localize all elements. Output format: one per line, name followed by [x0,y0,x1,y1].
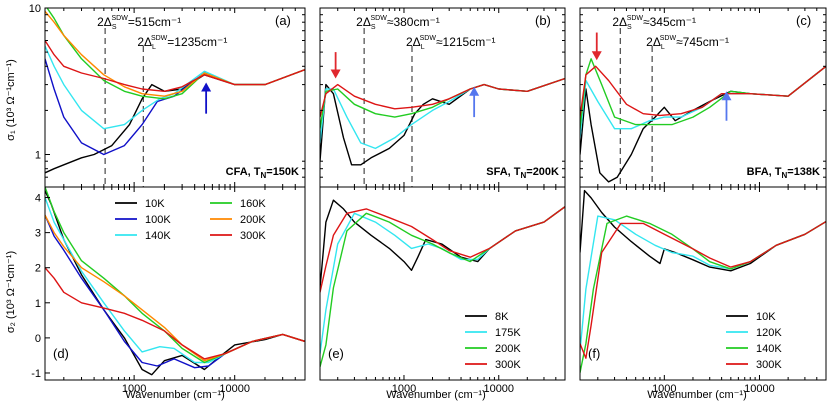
legend-label-f-120K: 120K [756,327,782,339]
panel-c: 2ΔSSDW≈345cm⁻¹ 2ΔLSDW≈745cm⁻¹ BFA, TN=138K… [580,8,827,188]
frame-f [579,186,827,381]
legend-label-e-200K: 200K [495,343,521,355]
gap-label-c-2: 2ΔLSDW≈745cm⁻¹ [646,35,729,51]
panel-letter-d: (d) [53,346,69,361]
series-c-120K [580,65,826,138]
gap-label-b-1: 2ΔSSDW≈380cm⁻¹ [356,15,440,31]
xtick-label-d-1000: 1000 [122,383,146,395]
xtick-label-f-10000: 10000 [744,383,775,395]
panel-a: 2ΔSSDW=515cm⁻¹ 2ΔLSDW=1235cm⁻¹ CFA, TN=150… [29,3,306,188]
series-b-200K [320,77,565,129]
panel-letter-e: (e) [328,346,344,361]
x-axis-label-middle: Wavenumber (cm⁻¹) [386,389,486,401]
series-e-200K [320,206,565,367]
legend-label-d-200K: 200K [240,214,266,226]
ytick-label-d-1: 1 [35,298,41,310]
legend-f: 10K 120K 140K 300K [726,311,782,371]
series-f-300K [580,221,826,359]
xtick-label-f-1000: 1000 [652,383,676,395]
panel-e: (e) 1000 10000 8K 175K 200K 300K [320,187,566,395]
panels-layer: 2ΔSSDW=515cm⁻¹ 2ΔLSDW=1235cm⁻¹ CFA, TN=150… [29,3,827,395]
panel-f: (f) 1000 10000 10K 120K 140K 300K [580,187,827,395]
series-d-300K [45,267,305,360]
legend-label-f-140K: 140K [756,343,782,355]
legend-label-d-160K: 160K [240,198,266,210]
frame-d [44,186,306,381]
x-axis-label-right: Wavenumber (cm⁻¹) [647,389,747,401]
panel-letter-f: (f) [588,346,600,361]
ytick-label-d-4: 4 [35,193,41,205]
legend-label-d-140K: 140K [145,230,171,242]
frames-layer [44,7,827,381]
legend-label-d-300K: 300K [240,230,266,242]
y-axis-label-top: σ₁ (10³ Ω⁻¹cm⁻¹) [5,59,17,141]
panel-b: 2ΔSSDW≈380cm⁻¹ 2ΔLSDW≈1215cm⁻¹ SFA, TN=200… [320,8,566,188]
ytick-label-a-1: 1 [35,149,41,161]
panel-letter-a: (a) [275,13,291,28]
series-c-140K [580,58,826,129]
legend-d: 10K 100K 140K 160K 200K 300K [115,198,266,242]
ytick-label-d-3: 3 [35,228,41,240]
series-a-300K [45,40,305,92]
series-e-175K [320,206,565,354]
ytick-label-d-0: 0 [35,333,41,345]
xtick-label-d-10000: 10000 [219,383,250,395]
legend-label-f-10K: 10K [756,311,776,323]
ytick-label-a-10: 10 [29,3,41,15]
y-axis-label-bottom: σ₂ (10³ Ω⁻¹cm⁻¹) [5,251,17,333]
gap-label-c-1: 2ΔSSDW≈345cm⁻¹ [612,15,696,31]
ytick-label-d-2: 2 [35,263,41,275]
frame-e [319,186,566,381]
sample-label-a: CFA, TN=150K [226,166,299,180]
arrow-c-2 [721,91,732,121]
ytick-label-d--1: -1 [31,368,41,380]
legend-e: 8K 175K 200K 300K [465,311,521,371]
xtick-label-e-1000: 1000 [392,383,416,395]
sample-label-b: SFA, TN=200K [486,166,559,180]
legend-label-e-8K: 8K [495,311,509,323]
series-e-300K [320,206,565,293]
gap-label-a-1: 2ΔSSDW=515cm⁻¹ [97,15,181,31]
series-c-300K [580,65,826,118]
gap-label-a-2: 2ΔLSDW=1235cm⁻¹ [137,35,227,51]
panel-letter-b: (b) [535,13,551,28]
panel-letter-c: (c) [796,13,811,28]
series-d-100K [45,214,305,369]
x-axis-label-left: Wavenumber (cm⁻¹) [125,389,225,401]
series-b-175K [320,77,565,150]
arrow-b-2 [469,86,480,118]
series-f-140K [580,215,826,373]
series-c-10K [580,65,826,183]
legend-label-e-175K: 175K [495,327,521,339]
series-f-120K [580,215,826,351]
series-a-10K [45,68,305,174]
gap-label-b-2: 2ΔLSDW≈1215cm⁻¹ [406,35,496,51]
legend-label-e-300K: 300K [495,359,521,371]
series-e-8K [320,199,565,288]
series-a-140K [45,45,305,130]
xtick-label-e-10000: 10000 [483,383,514,395]
sample-label-c: BFA, TN=138K [747,166,820,180]
arrow-c-1 [591,32,602,61]
legend-label-f-300K: 300K [756,359,782,371]
legend-label-d-100K: 100K [145,214,171,226]
legend-label-d-10K: 10K [145,198,165,210]
panel-d: (d) -1 0 1 2 3 4 1000 10000 10K 100K 140K 160K 200K 30… [31,187,306,395]
arrow-a-1 [201,82,212,114]
arrow-b-1 [330,52,341,79]
series-b-300K [320,77,565,118]
